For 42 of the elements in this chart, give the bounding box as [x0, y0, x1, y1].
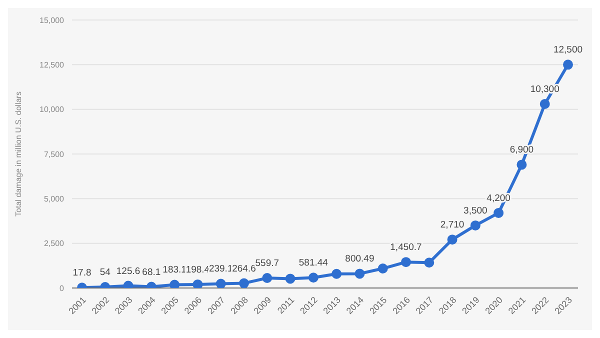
point [239, 278, 249, 288]
data-label: 559.7 [255, 258, 280, 269]
y-tick-label: 7,500 [44, 150, 65, 159]
point [516, 160, 527, 170]
point [540, 98, 550, 109]
point [354, 268, 365, 279]
point [170, 280, 180, 288]
point [494, 208, 504, 218]
point [262, 273, 272, 283]
point [563, 60, 573, 70]
data-label: 581.44 [298, 258, 328, 269]
point [123, 280, 134, 288]
point [378, 264, 388, 274]
data-label: 198.4 [186, 264, 210, 276]
y-tick-label: 10,000 [40, 105, 65, 114]
y-axis-title: Total damage in million U.S. dollars [14, 92, 23, 216]
data-label: 800.49 [345, 254, 374, 265]
point [332, 268, 342, 279]
y-tick-label: 2,500 [44, 239, 65, 248]
point [192, 279, 203, 288]
data-label: 183.1 [162, 264, 186, 276]
point [424, 258, 434, 268]
y-tick-label: 5,000 [44, 194, 65, 204]
data-label: 1,450.7 [390, 242, 422, 254]
y-tick-label: 15,000 [40, 16, 65, 25]
data-label: 3,500 [464, 205, 488, 216]
point [401, 257, 411, 268]
y-tick-label: 12,500 [40, 60, 65, 70]
data-label: 264.6 [232, 263, 256, 274]
data-label: 17.8 [72, 268, 92, 279]
point [216, 278, 226, 288]
y-tick-label: 0 [60, 284, 65, 293]
data-label: 125.6 [116, 266, 140, 277]
data-label: 54 [100, 267, 110, 278]
data-label: 2,710 [440, 220, 464, 231]
data-label: 239.1 [208, 264, 233, 275]
point [308, 272, 318, 283]
point [285, 274, 296, 284]
data-label: 68.1 [142, 266, 161, 278]
data-label: 12,500 [553, 44, 583, 56]
point [470, 220, 480, 230]
point [447, 234, 458, 245]
